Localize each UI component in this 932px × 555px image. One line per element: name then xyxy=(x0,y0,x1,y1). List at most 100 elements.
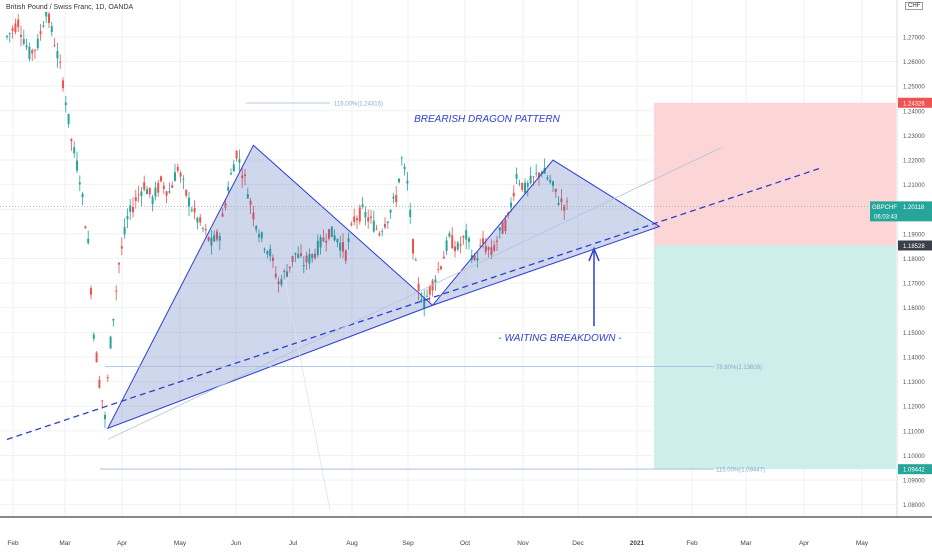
candle-body xyxy=(132,206,134,213)
candle xyxy=(496,235,498,252)
candle-body xyxy=(123,226,126,235)
candle xyxy=(246,187,249,199)
candle xyxy=(440,265,442,271)
candle xyxy=(87,230,90,245)
candle-body xyxy=(235,150,238,159)
candle-body xyxy=(109,336,112,349)
candle xyxy=(207,236,210,242)
candle-body xyxy=(14,23,17,33)
entry-price-tag: 1.18528 xyxy=(898,240,932,251)
candle xyxy=(6,34,8,40)
candle xyxy=(350,221,353,227)
candles xyxy=(6,4,568,429)
candle-body xyxy=(50,26,53,33)
candle xyxy=(297,246,300,259)
candle-body xyxy=(199,217,202,223)
candle xyxy=(518,179,521,187)
candle-body xyxy=(112,318,115,321)
x-tick-label: Mar xyxy=(740,540,752,547)
candle-body xyxy=(468,238,470,242)
candle xyxy=(76,151,78,174)
candle xyxy=(137,185,140,203)
candle xyxy=(512,185,515,202)
candle xyxy=(395,186,398,208)
candle xyxy=(325,233,328,252)
candle-body xyxy=(129,205,132,212)
candle xyxy=(342,233,344,259)
y-tick-label: 1.22000 xyxy=(903,159,925,165)
candle-body xyxy=(196,217,199,223)
candle xyxy=(221,208,224,218)
candle xyxy=(566,197,568,210)
candle xyxy=(538,171,540,186)
candle-body xyxy=(342,242,344,252)
candle xyxy=(302,256,305,274)
candle xyxy=(134,189,137,209)
candle-body xyxy=(490,247,493,256)
candle-body xyxy=(426,295,428,297)
candle xyxy=(294,252,297,263)
candle-body xyxy=(442,256,445,259)
candle xyxy=(409,202,412,224)
candle xyxy=(90,285,92,300)
candle-body xyxy=(431,280,434,291)
candle-body xyxy=(549,179,552,183)
candle xyxy=(104,411,106,429)
candle-body xyxy=(521,182,524,190)
candle xyxy=(493,240,496,253)
candle xyxy=(53,38,56,48)
candle-body xyxy=(412,239,414,254)
x-tick-label: Apr xyxy=(117,540,128,547)
candle xyxy=(249,197,252,214)
candle-body xyxy=(288,266,291,269)
candle xyxy=(81,191,84,206)
candle-body xyxy=(459,244,462,246)
candle xyxy=(232,159,235,172)
candle xyxy=(437,261,440,274)
candle xyxy=(557,196,560,206)
last-price-tag-bg xyxy=(870,201,932,222)
candle-body xyxy=(546,177,549,180)
candle xyxy=(266,250,269,259)
candle xyxy=(288,266,291,273)
breakdown-arrow xyxy=(588,246,600,327)
candle xyxy=(367,209,370,229)
currency-tag[interactable]: CHF xyxy=(905,2,924,10)
candle-body xyxy=(78,182,81,185)
y-tick-label: 1.10000 xyxy=(903,454,925,460)
candle xyxy=(148,187,151,199)
candle xyxy=(230,168,232,176)
candle-body xyxy=(496,240,498,242)
candle-body xyxy=(487,247,490,250)
candle xyxy=(199,213,202,226)
candle xyxy=(274,266,277,280)
candle-body xyxy=(165,191,168,196)
candle xyxy=(392,192,395,204)
candle-body xyxy=(322,237,325,242)
candle-body xyxy=(291,255,294,262)
target-price-tag-bg xyxy=(898,464,932,475)
stop-loss-zone xyxy=(654,102,896,246)
candle-body xyxy=(252,212,255,220)
candle-body xyxy=(498,227,501,231)
candle xyxy=(95,351,98,363)
candle-body xyxy=(381,231,384,233)
candle-body xyxy=(297,253,300,258)
candle-body xyxy=(115,290,118,292)
y-tick-label: 1.25000 xyxy=(903,85,925,91)
candle-body xyxy=(174,172,176,182)
candle xyxy=(31,48,34,61)
candle-body xyxy=(249,200,252,205)
candle-body xyxy=(241,175,244,179)
candle-body xyxy=(39,31,42,35)
candle-body xyxy=(529,175,532,184)
candle xyxy=(78,175,81,192)
bar-countdown: 06:03:43 xyxy=(874,214,898,220)
stop-price-tag-text: 1.24326 xyxy=(903,101,925,107)
candle-body xyxy=(532,176,535,178)
x-tick-label: Aug xyxy=(346,540,358,547)
candle-body xyxy=(328,229,330,239)
candle xyxy=(375,224,378,231)
